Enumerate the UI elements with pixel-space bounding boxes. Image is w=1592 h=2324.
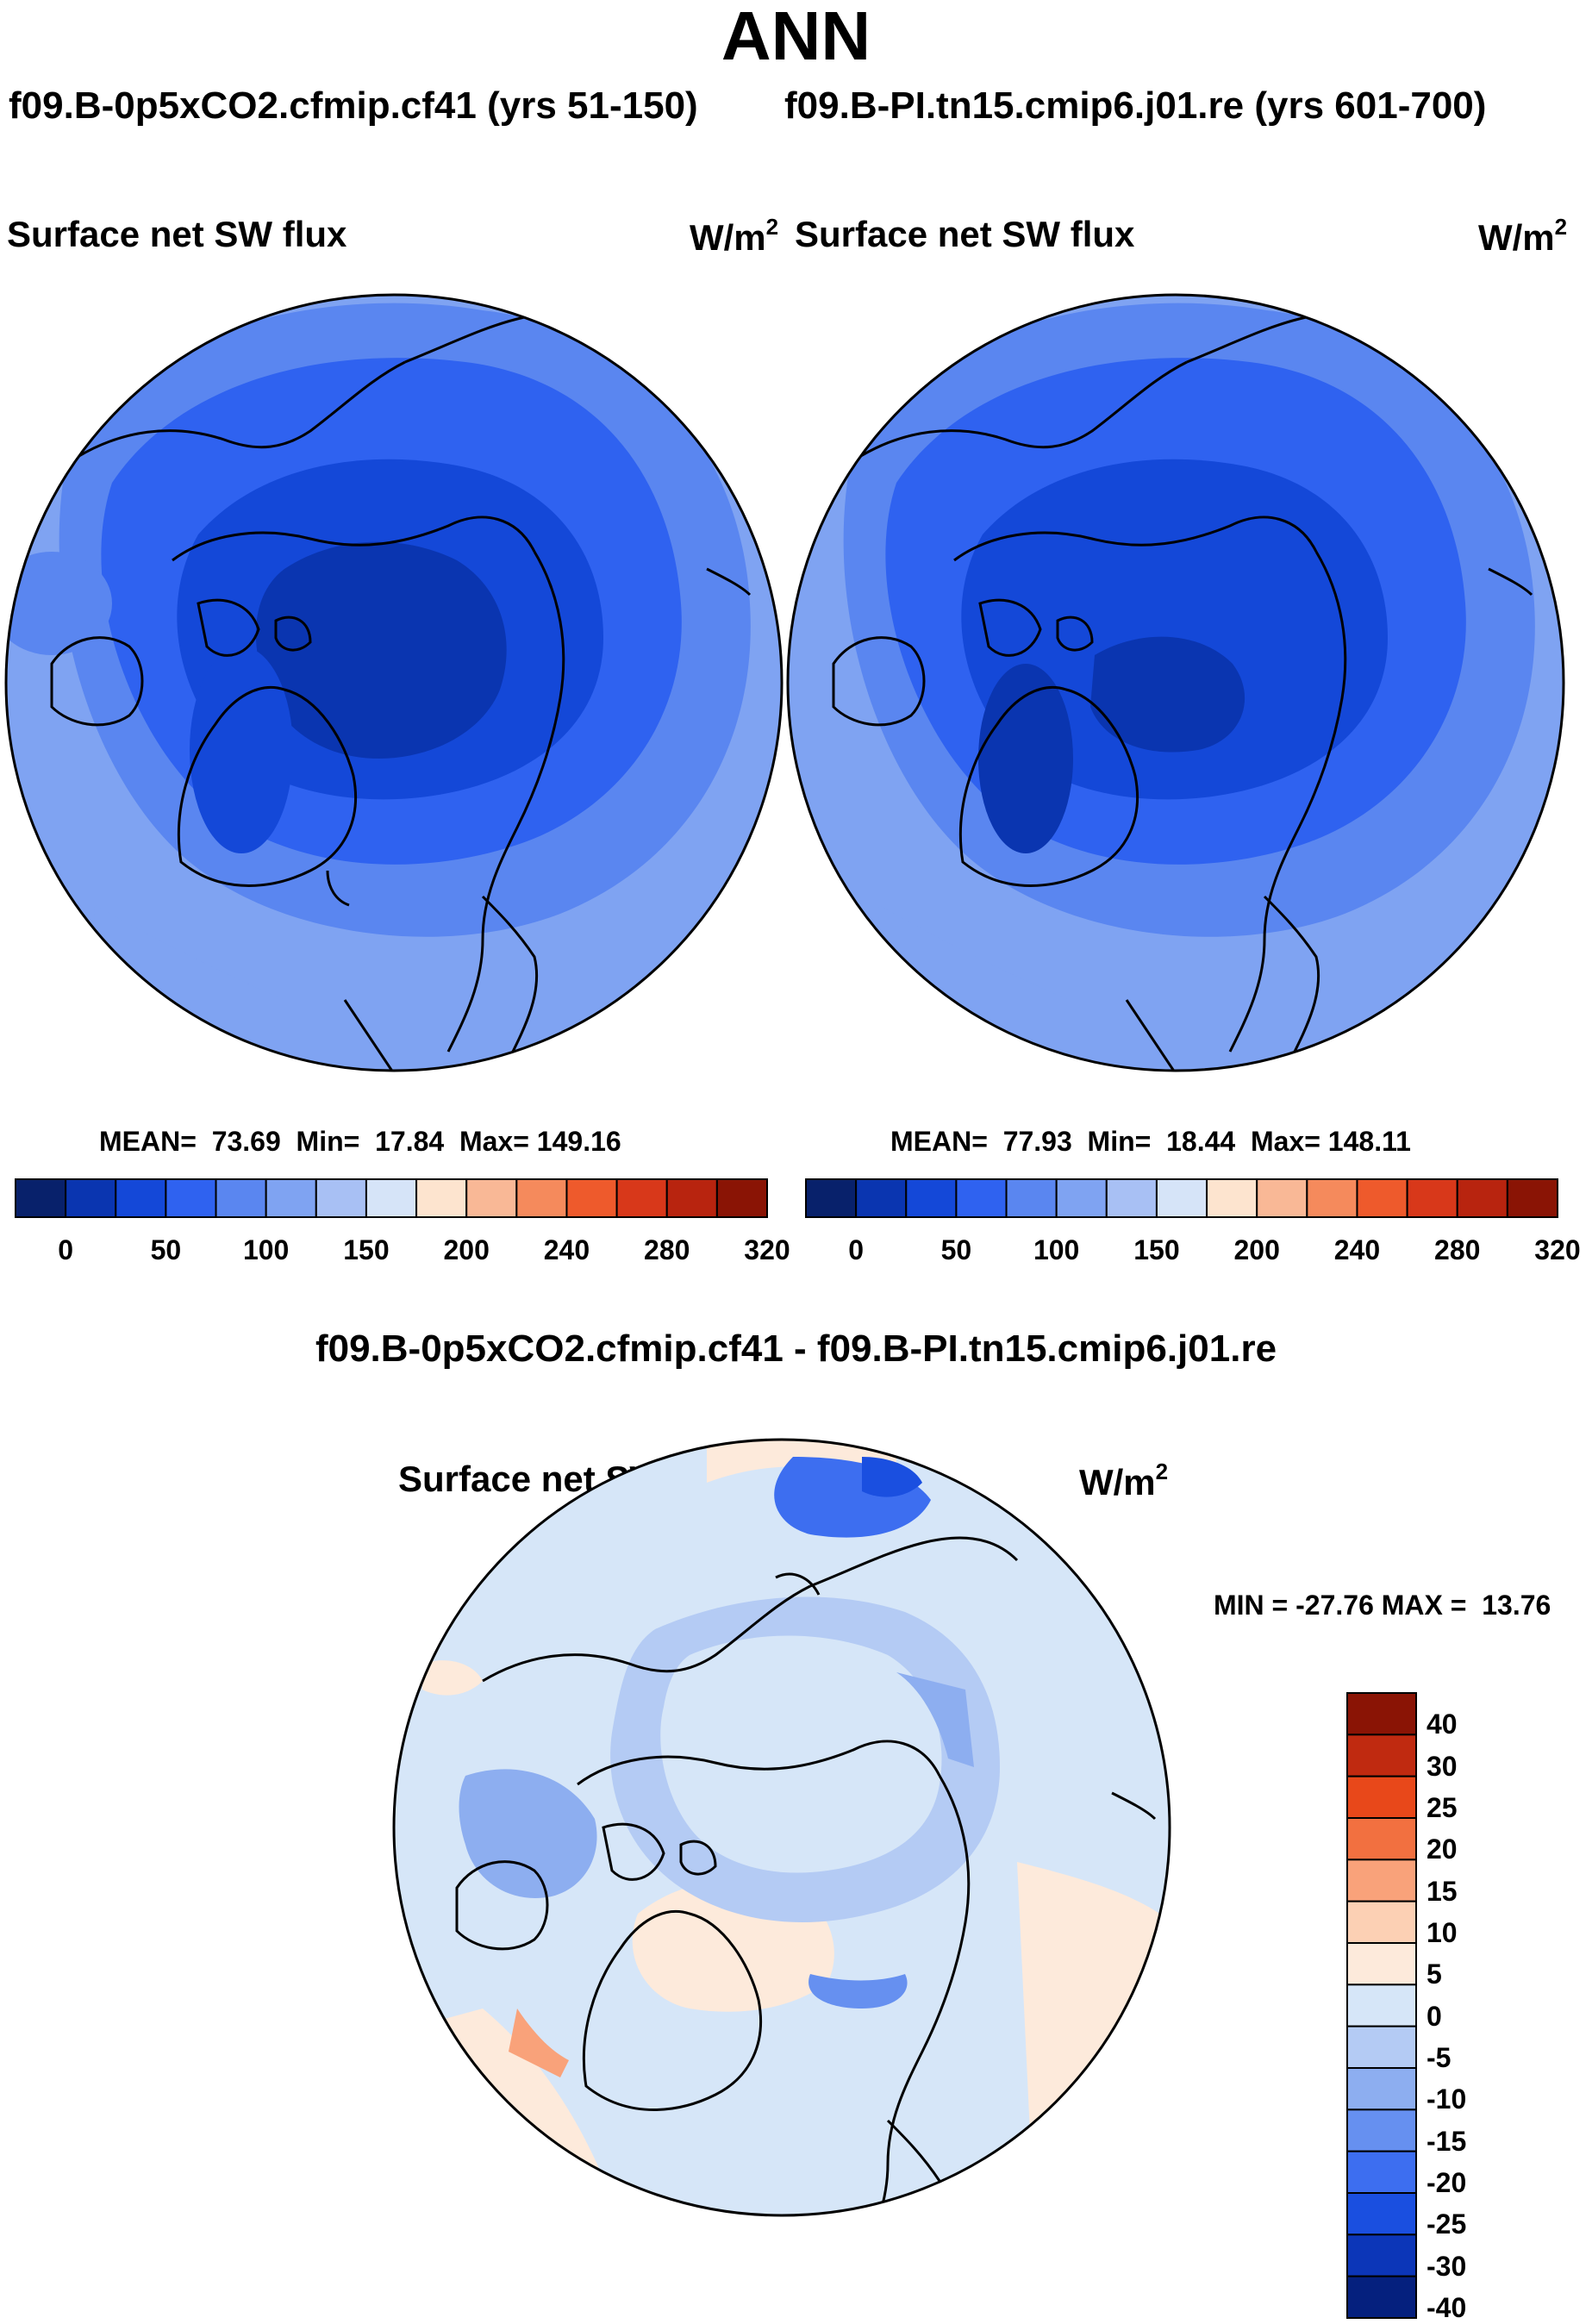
colorbar-tick-label: 240: [1333, 1234, 1381, 1265]
colorbar-tick-label: -20: [1427, 2167, 1467, 2198]
colorbar-box: [1055, 1178, 1108, 1218]
colorbar-box: [265, 1178, 317, 1218]
diff-stats: MIN = -27.76 MAX = 13.76: [1214, 1590, 1551, 1621]
colorbar-tick-label: -40: [1427, 2292, 1467, 2323]
diff-coastlines: [455, 1536, 1157, 2215]
case-left-title: f09.B-0p5xCO2.cfmip.cf41 (yrs 51-150): [9, 84, 698, 127]
right-variable-label: Surface net SW flux: [795, 214, 1135, 254]
left-colorbar: [15, 1178, 768, 1218]
right-stats: MEAN= 77.93 Min= 18.44 Max= 148.11: [890, 1126, 1411, 1157]
colorbar-box: [1346, 1775, 1417, 1820]
colorbar-tick-label: 20: [1427, 1834, 1458, 1865]
colorbar-box: [115, 1178, 167, 1218]
colorbar-box: [1256, 1178, 1308, 1218]
colorbar-box: [715, 1178, 768, 1218]
colorbar-tick-label: -10: [1427, 2083, 1467, 2115]
colorbar-tick-label: 5: [1427, 1959, 1442, 1990]
colorbar-box: [1346, 2025, 1417, 2070]
difference-polar-map: [392, 1438, 1171, 2217]
colorbar-tick-label: -15: [1427, 2125, 1467, 2157]
colorbar-box: [1206, 1178, 1258, 1218]
colorbar-box: [415, 1178, 468, 1218]
colorbar-box: [1346, 1942, 1417, 1986]
colorbar-box: [1155, 1178, 1208, 1218]
colorbar-box: [1346, 2233, 1417, 2277]
colorbar-box: [665, 1178, 718, 1218]
right-colorbar: [805, 1178, 1559, 1218]
colorbar-tick-label: 280: [1434, 1234, 1481, 1265]
colorbar-tick-label: -5: [1427, 2042, 1452, 2073]
left-units-label: W/m2: [690, 214, 779, 258]
colorbar-tick-label: 100: [1033, 1234, 1080, 1265]
colorbar-box: [1346, 1900, 1417, 1945]
left-variable-label: Surface net SW flux: [7, 214, 347, 254]
colorbar-box: [1506, 1178, 1559, 1218]
colorbar-box: [1456, 1178, 1508, 1218]
right-units-label: W/m2: [1478, 214, 1568, 258]
colorbar-box: [1346, 2150, 1417, 2195]
colorbar-box: [1346, 1692, 1417, 1736]
colorbar-tick-label: -30: [1427, 2250, 1467, 2282]
left-stats: MEAN= 73.69 Min= 17.84 Max= 149.16: [99, 1126, 621, 1157]
colorbar-tick-label: 10: [1427, 1917, 1458, 1948]
colorbar-tick-label: 150: [343, 1234, 390, 1265]
colorbar-tick-label: 15: [1427, 1875, 1458, 1907]
colorbar-box: [805, 1178, 858, 1218]
colorbar-box: [165, 1178, 217, 1218]
colorbar-box: [1346, 2067, 1417, 2111]
colorbar-box: [1346, 1859, 1417, 1902]
colorbar-tick-label: 280: [644, 1234, 690, 1265]
difference-colorbar: [1346, 1692, 1417, 2320]
colorbar-tick-label: 200: [443, 1234, 490, 1265]
colorbar-tick-label: 240: [543, 1234, 590, 1265]
colorbar-box: [515, 1178, 568, 1218]
colorbar-tick-label: 25: [1427, 1792, 1458, 1823]
colorbar-tick-label: -25: [1427, 2208, 1467, 2240]
colorbar-tick-label: 320: [744, 1234, 790, 1265]
colorbar-box: [1356, 1178, 1408, 1218]
difference-title: f09.B-0p5xCO2.cfmip.cf41 - f09.B-PI.tn15…: [315, 1328, 1277, 1370]
colorbar-tick-label: 200: [1233, 1234, 1280, 1265]
colorbar-tick-label: 40: [1427, 1709, 1458, 1740]
colorbar-tick-label: 0: [848, 1234, 865, 1265]
colorbar-box: [1105, 1178, 1158, 1218]
colorbar-box: [65, 1178, 117, 1218]
colorbar-box: [1346, 2108, 1417, 2152]
colorbar-box: [1346, 1734, 1417, 1777]
colorbar-box: [905, 1178, 958, 1218]
colorbar-tick-label: 0: [58, 1234, 74, 1265]
colorbar-box: [365, 1178, 418, 1218]
right-polar-map: [786, 293, 1565, 1072]
colorbar-box: [1346, 1817, 1417, 1861]
colorbar-tick-label: 50: [940, 1234, 972, 1265]
colorbar-box: [15, 1178, 67, 1218]
right-coastlines: [832, 312, 1533, 1071]
colorbar-box: [565, 1178, 618, 1218]
colorbar-box: [1406, 1178, 1458, 1218]
colorbar-box: [1005, 1178, 1058, 1218]
colorbar-box: [1346, 2192, 1417, 2236]
colorbar-box: [1306, 1178, 1358, 1218]
case-right-title: f09.B-PI.tn15.cmip6.j01.re (yrs 601-700): [784, 84, 1487, 127]
colorbar-box: [1346, 2275, 1417, 2320]
colorbar-tick-label: 150: [1133, 1234, 1180, 1265]
colorbar-tick-label: 30: [1427, 1750, 1458, 1782]
colorbar-tick-label: 50: [150, 1234, 182, 1265]
colorbar-tick-label: 100: [242, 1234, 290, 1265]
figure-title: ANN: [721, 0, 871, 74]
colorbar-box: [615, 1178, 668, 1218]
colorbar-box: [465, 1178, 518, 1218]
colorbar-box: [955, 1178, 1008, 1218]
left-polar-map: [4, 293, 784, 1072]
colorbar-box: [855, 1178, 908, 1218]
colorbar-box: [315, 1178, 367, 1218]
colorbar-box: [1346, 1984, 1417, 2027]
colorbar-tick-label: 320: [1534, 1234, 1581, 1265]
diff-units-label: W/m2: [1079, 1459, 1169, 1502]
colorbar-box: [215, 1178, 267, 1218]
colorbar-tick-label: 0: [1427, 2000, 1442, 2032]
